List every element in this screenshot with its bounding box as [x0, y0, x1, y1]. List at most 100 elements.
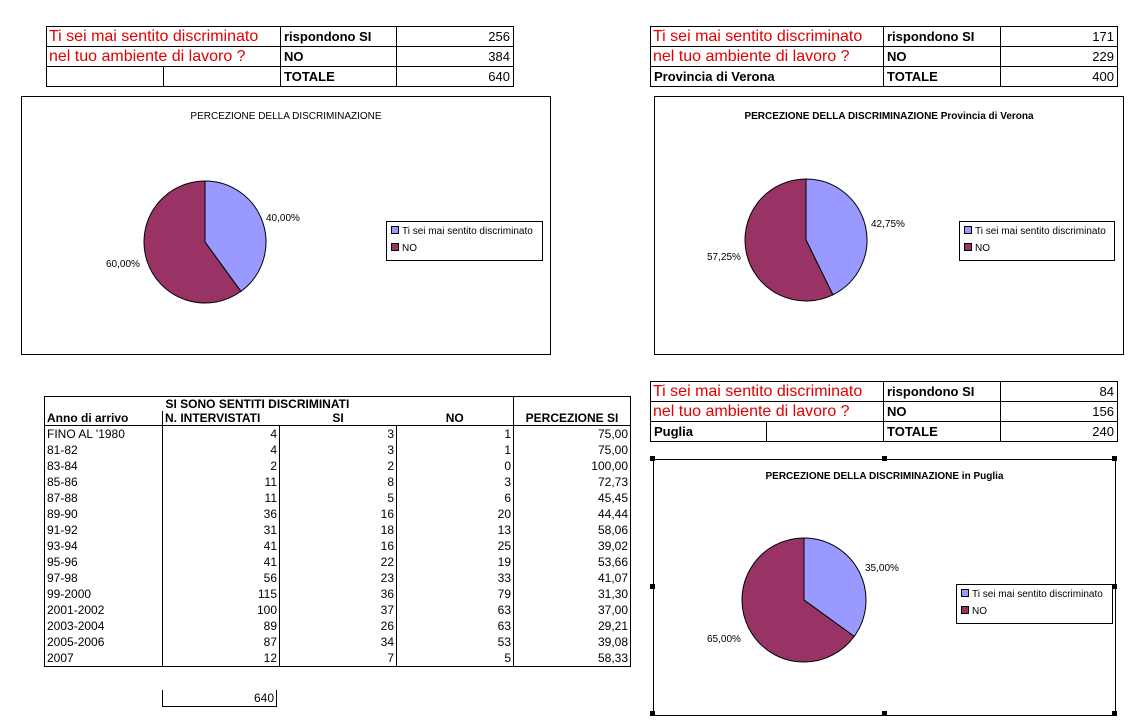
value-cell: 58,06 [513, 522, 631, 538]
column-header: NO [396, 411, 514, 426]
question-line-1: Ti sei mai sentito discriminato [650, 381, 884, 402]
arrival-period-cell: 89-90 [44, 506, 163, 522]
arrival-period-cell: 2007 [44, 650, 163, 667]
row-value-no: 384 [396, 46, 514, 67]
legend-item-si: Ti sei mai sentito discriminato [964, 226, 1106, 238]
selection-handle[interactable] [650, 711, 655, 716]
table-row: 2003-2004 89 26 63 29,21 [44, 618, 631, 634]
row-value-total: 400 [1000, 66, 1118, 87]
empty-cell [44, 396, 163, 411]
chart-legend: Ti sei mai sentito discriminato NO [956, 584, 1113, 624]
legend-label: NO [972, 606, 987, 617]
chart-title: PERCEZIONE DELLA DISCRIMINAZIONE in Pugl… [765, 471, 1004, 482]
summary-table-puglia: Ti sei mai sentito discriminato rispondo… [650, 381, 1118, 442]
value-cell: 11 [162, 490, 280, 506]
value-cell: 63 [396, 618, 514, 634]
value-cell: 25 [396, 538, 514, 554]
table-header-row: Anno di arrivo N. INTERVISTATI SI NO PER… [44, 411, 631, 426]
column-header: Anno di arrivo [44, 411, 163, 426]
value-cell: 18 [279, 522, 397, 538]
legend-item-no: NO [961, 606, 987, 618]
row-value-si: 171 [1000, 26, 1118, 47]
value-cell: 36 [162, 506, 280, 522]
legend-label: NO [402, 243, 417, 254]
pie-slice-no[interactable] [744, 178, 834, 302]
legend-swatch [391, 226, 399, 234]
pie-slice-si[interactable] [204, 180, 267, 293]
question-line-2: nel tuo ambiente di lavoro ? [650, 401, 884, 422]
pie-label-no: 65,00% [707, 634, 741, 645]
row-label-no: NO [280, 46, 397, 67]
selection-handle[interactable] [1112, 456, 1117, 461]
selection-handle[interactable] [650, 584, 655, 589]
table-row: Ti sei mai sentito discriminato rispondo… [650, 381, 1118, 402]
value-cell: 34 [279, 634, 397, 650]
question-line-1: Ti sei mai sentito discriminato [46, 26, 281, 47]
table-body: FINO AL '1980 4 3 1 75,00 81-82 4 3 1 75,00 83-84 2… [44, 425, 631, 667]
value-cell: 56 [162, 570, 280, 586]
table-row: 89-90 36 16 20 44,44 [44, 506, 631, 522]
empty-cell [46, 66, 164, 87]
question-line-2: nel tuo ambiente di lavoro ? [650, 46, 884, 67]
pie-slice-no[interactable] [143, 180, 242, 304]
arrival-period-cell: 97-98 [44, 570, 163, 586]
pie-label-si: 35,00% [865, 563, 899, 574]
value-cell: 37 [279, 602, 397, 618]
value-cell: 45,45 [513, 490, 631, 506]
selection-handle[interactable] [882, 711, 887, 716]
table-row: FINO AL '1980 4 3 1 75,00 [44, 425, 631, 442]
value-cell: 53 [396, 634, 514, 650]
pie-chart-puglia[interactable]: PERCEZIONE DELLA DISCRIMINAZIONE in Pugl… [653, 459, 1116, 716]
table-row: 83-84 2 2 0 100,00 [44, 458, 631, 474]
selection-handle[interactable] [1112, 711, 1117, 716]
arrival-period-cell: 91-92 [44, 522, 163, 538]
arrival-period-cell: 2001-2002 [44, 602, 163, 618]
summary-table-all: Ti sei mai sentito discriminato rispondo… [46, 26, 514, 87]
pie-slice-no[interactable] [741, 537, 855, 663]
pie-slice-si[interactable] [803, 537, 867, 638]
table-title: SI SONO SENTITI DISCRIMINATI [162, 396, 514, 411]
value-cell: 3 [279, 442, 397, 458]
legend-item-si: Ti sei mai sentito discriminato [961, 589, 1103, 601]
value-cell: 4 [162, 442, 280, 458]
selection-handle[interactable] [650, 456, 655, 461]
value-cell: 87 [162, 634, 280, 650]
value-cell: 44,44 [513, 506, 631, 522]
table-row: 93-94 41 16 25 39,02 [44, 538, 631, 554]
value-cell: 2 [279, 458, 397, 474]
summary-table-verona: Ti sei mai sentito discriminato rispondo… [650, 26, 1118, 87]
selection-handle[interactable] [1112, 584, 1117, 589]
pie-chart-all[interactable]: PERCEZIONE DELLA DISCRIMINAZIONE 40,00% … [21, 96, 551, 355]
legend-item-no: NO [391, 243, 417, 255]
arrival-period-cell: 83-84 [44, 458, 163, 474]
value-cell: 8 [279, 474, 397, 490]
question-line-1: Ti sei mai sentito discriminato [650, 26, 884, 47]
column-header: N. INTERVISTATI [162, 411, 280, 426]
value-cell: 79 [396, 586, 514, 602]
table-row: nel tuo ambiente di lavoro ? NO 156 [650, 401, 1118, 422]
table-row: Ti sei mai sentito discriminato rispondo… [46, 26, 514, 47]
pie-label-no: 57,25% [707, 252, 741, 263]
table-row: TOTALE 640 [46, 66, 514, 87]
row-label-total: TOTALE [883, 421, 1001, 442]
arrival-period-cell: FINO AL '1980 [44, 425, 163, 442]
value-cell: 20 [396, 506, 514, 522]
table-row: 81-82 4 3 1 75,00 [44, 442, 631, 458]
value-cell: 41 [162, 554, 280, 570]
row-label-no: NO [883, 401, 1001, 422]
table-row: 2001-2002 100 37 63 37,00 [44, 602, 631, 618]
pie-chart-verona[interactable]: PERCEZIONE DELLA DISCRIMINAZIONE Provinc… [654, 96, 1124, 355]
selection-handle[interactable] [882, 456, 887, 461]
row-label-no: NO [883, 46, 1001, 67]
value-cell: 89 [162, 618, 280, 634]
question-line-2: nel tuo ambiente di lavoro ? [46, 46, 281, 67]
arrival-period-cell: 2005-2006 [44, 634, 163, 650]
value-cell: 16 [279, 506, 397, 522]
legend-item-si: Ti sei mai sentito discriminato [391, 226, 533, 238]
pie-slice-si[interactable] [805, 178, 868, 296]
value-cell: 58,33 [513, 650, 631, 667]
value-cell: 12 [162, 650, 280, 667]
row-value-total: 240 [1000, 421, 1118, 442]
value-cell: 53,66 [513, 554, 631, 570]
chart-title: PERCEZIONE DELLA DISCRIMINAZIONE [190, 111, 382, 122]
